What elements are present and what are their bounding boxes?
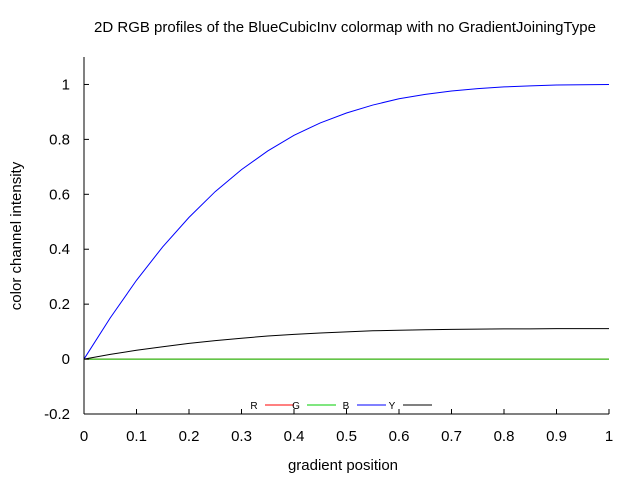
x-tick-label: 0.8 (494, 428, 515, 445)
axis-ticks: 0 0.1 0.2 0.3 0.4 0.5 0.6 0.7 0.8 0.9 1 -0.2 0 0.2 0.4… (44, 57, 613, 445)
x-tick-label: 0.5 (336, 428, 357, 445)
y-tick-label: 0 (62, 351, 70, 368)
y-tick-label: 0.2 (49, 296, 70, 313)
legend-label-b: B (343, 401, 350, 412)
x-tick-label: 0.2 (179, 428, 200, 445)
legend-label-y: Y (389, 401, 396, 412)
legend-label-g: G (292, 401, 300, 412)
y-tick-label: 1 (62, 76, 70, 93)
x-tick-label: 0 (80, 428, 88, 445)
x-tick-label: 0.3 (231, 428, 252, 445)
y-tick-label: 0.6 (49, 186, 70, 203)
series-line-y (83, 328, 609, 360)
chart-title: 2D RGB profiles of the BlueCubicInv colo… (94, 19, 596, 36)
x-tick-label: 0.1 (126, 428, 147, 445)
y-tick-label: 0.8 (49, 131, 70, 148)
x-tick-label: 0.9 (546, 428, 567, 445)
series-line-b (83, 83, 610, 360)
y-tick-label: 0.4 (49, 241, 70, 258)
x-axis-label: gradient position (288, 457, 398, 474)
x-tick-label: 0.7 (441, 428, 462, 445)
y-tick-label: -0.2 (44, 406, 70, 423)
y-axis-label: color channel intensity (8, 161, 25, 310)
x-tick-label: 1 (605, 428, 613, 445)
x-tick-label: 0.4 (284, 428, 305, 445)
plot-area (83, 83, 610, 360)
x-tick-label: 0.6 (389, 428, 410, 445)
legend-label-r: R (250, 401, 257, 412)
